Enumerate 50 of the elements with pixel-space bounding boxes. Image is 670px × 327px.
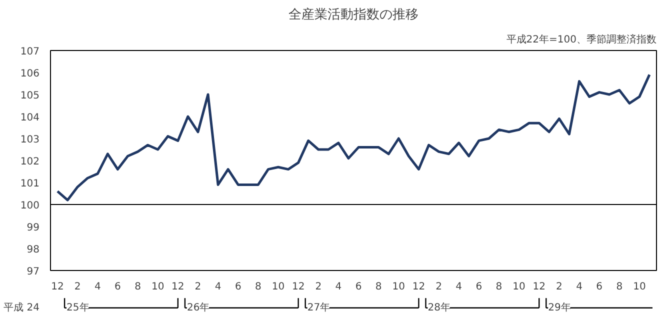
x-tick-label: 10 (272, 282, 285, 292)
x-tick-label: 6 (596, 282, 603, 292)
y-tick-label: 101 (20, 178, 40, 190)
text: 29年 (548, 301, 571, 314)
x-tick-label: 6 (234, 282, 242, 292)
x-tick-label: 4 (576, 282, 582, 292)
x-tick-label: 10 (151, 282, 164, 292)
y-tick-label: 97 (26, 266, 40, 278)
x-tick-label: 12 (412, 282, 426, 292)
text: 28年 (428, 301, 450, 314)
y-tick-label: 104 (20, 112, 40, 124)
chart-subtitle: 平成22年=100、季節調整済指数 (506, 34, 657, 46)
x-tick-label: 6 (114, 282, 121, 292)
x-tick-label: 8 (134, 282, 141, 292)
x-tick-label: 12 (172, 282, 184, 292)
x-tick-label: 6 (476, 282, 482, 292)
x-tick-label: 8 (616, 282, 623, 292)
x-tick-label: 4 (456, 282, 462, 292)
chart-title: 全産業活動指数の推移 (288, 6, 418, 22)
y-tick-label: 102 (20, 156, 40, 168)
text: 平成 24 (4, 301, 40, 314)
x-tick-label: 12 (292, 282, 305, 292)
x-tick-label: 2 (436, 282, 442, 292)
x-tick-label: 6 (355, 282, 362, 292)
y-tick-label: 107 (20, 46, 40, 58)
x-tick-label: 2 (194, 282, 202, 292)
x-tick-label: 2 (315, 282, 322, 292)
x-tick-label: 10 (633, 282, 646, 292)
y-tick-label: 100 (20, 200, 40, 212)
x-tick-label: 12 (51, 282, 64, 292)
x-tick-label: 10 (512, 282, 526, 292)
x-tick-label: 4 (335, 282, 342, 292)
x-tick-label: 2 (556, 282, 562, 292)
x-tick-label: 2 (74, 282, 81, 292)
x-tick-label: 8 (375, 282, 382, 292)
y-tick-label: 103 (20, 134, 40, 146)
x-tick-label: 4 (214, 282, 222, 292)
line-series (56, 73, 651, 202)
y-tick-label: 106 (20, 68, 40, 80)
x-tick-label: 10 (392, 282, 406, 292)
y-tick-label: 98 (26, 244, 40, 256)
x-tick-label: 8 (496, 282, 502, 292)
x-tick-label: 8 (255, 282, 262, 292)
text: 27年 (307, 301, 330, 314)
x-tick-label: 4 (94, 282, 101, 292)
text: 25年 (66, 301, 90, 314)
x-tick-label: 12 (532, 282, 546, 292)
y-tick-label: 105 (20, 90, 40, 102)
text: 26年 (186, 301, 210, 314)
y-tick-label: 99 (26, 222, 40, 234)
